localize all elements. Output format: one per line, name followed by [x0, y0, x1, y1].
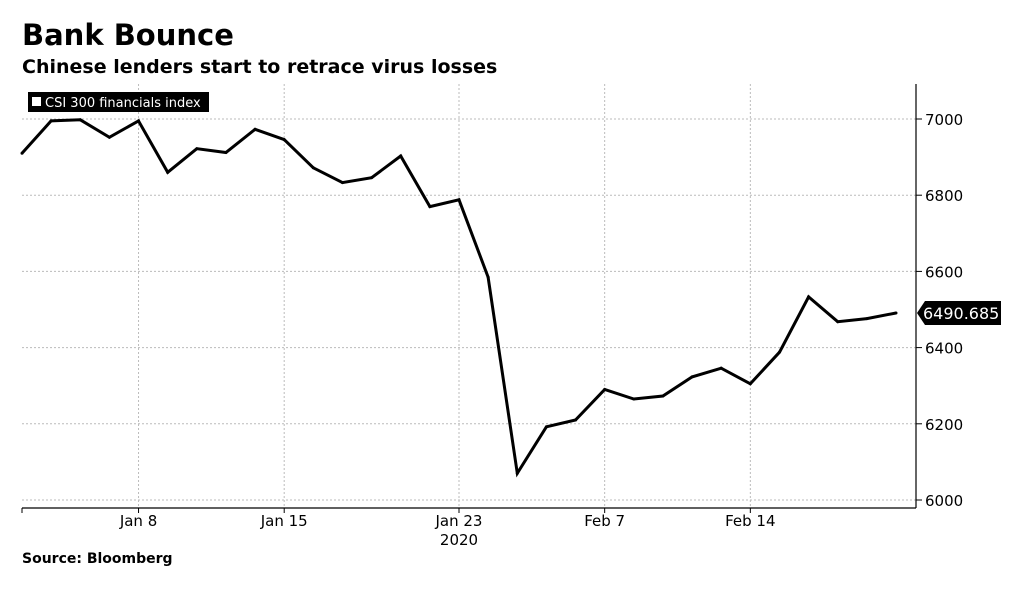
data-point — [894, 311, 898, 315]
data-point — [690, 375, 694, 379]
data-point — [340, 181, 344, 185]
y-tick-label: 6800 — [925, 187, 963, 205]
data-point — [311, 166, 315, 170]
data-point — [836, 320, 840, 324]
x-tick-label: Feb 14 — [725, 512, 775, 530]
data-point — [224, 151, 228, 155]
legend-box — [28, 92, 209, 112]
data-point — [486, 275, 490, 279]
data-point — [20, 151, 24, 155]
y-tick-label: 6200 — [925, 416, 963, 434]
source-note: Source: Bloomberg — [22, 551, 173, 567]
chart-subtitle: Chinese lenders start to retrace virus l… — [22, 56, 498, 78]
data-point — [603, 388, 607, 392]
data-point — [457, 198, 461, 202]
x-tick-label: Feb 7 — [584, 512, 625, 530]
legend-label: CSI 300 financials index — [45, 96, 201, 111]
data-point — [632, 397, 636, 401]
data-point — [166, 170, 170, 174]
data-point — [574, 418, 578, 422]
data-point — [865, 317, 869, 321]
data-point — [253, 127, 257, 131]
data-point — [399, 154, 403, 158]
data-point — [777, 350, 781, 354]
y-tick-label: 6000 — [925, 492, 963, 510]
data-point — [282, 138, 286, 142]
data-point — [719, 366, 723, 370]
data-point — [137, 119, 141, 123]
data-point — [428, 205, 432, 209]
x-year-label: 2020 — [440, 531, 478, 549]
data-point — [107, 135, 111, 139]
last-value-label: 6490.685 — [923, 304, 999, 323]
data-point — [49, 119, 53, 123]
y-tick-label: 6600 — [925, 263, 963, 281]
legend-swatch — [32, 97, 41, 106]
data-point — [807, 295, 811, 299]
data-point — [661, 394, 665, 398]
y-tick-label: 7000 — [925, 111, 963, 129]
data-point — [370, 176, 374, 180]
x-tick-label: Jan 15 — [260, 512, 308, 530]
data-point — [544, 425, 548, 429]
last-value-box — [917, 301, 1001, 326]
x-tick-label: Jan 23 — [435, 512, 483, 530]
data-point — [515, 471, 519, 475]
y-tick-label: 6400 — [925, 340, 963, 358]
data-point — [748, 382, 752, 386]
x-tick-label: Jan 8 — [119, 512, 157, 530]
data-point — [195, 147, 199, 151]
data-point — [78, 118, 82, 122]
chart-title: Bank Bounce — [22, 18, 234, 52]
